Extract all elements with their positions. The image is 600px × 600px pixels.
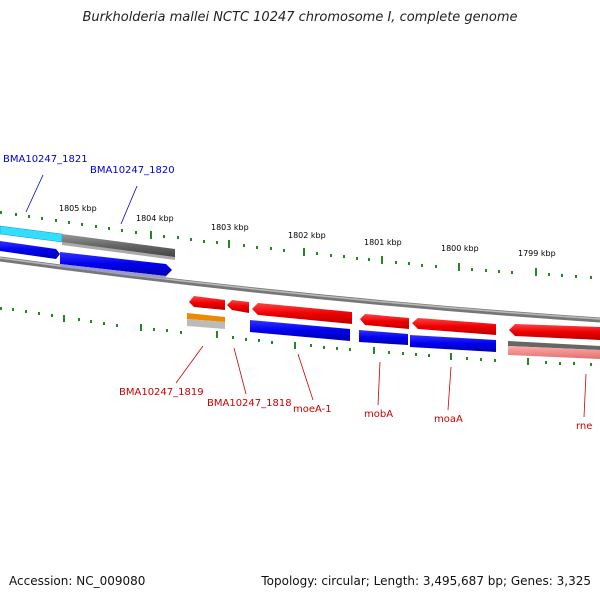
gene-label[interactable]: mobA (364, 409, 393, 420)
upper-scale-ticks (0, 211, 592, 279)
gene-bma10247-1819-red[interactable] (189, 296, 225, 310)
kbp-label: 1799 kbp (518, 249, 556, 258)
gene-label[interactable]: moaA (434, 414, 463, 425)
kbp-label: 1802 kbp (288, 231, 326, 240)
kbp-label: 1800 kbp (441, 244, 479, 253)
gene-bma10247-1821[interactable] (0, 241, 60, 259)
kbp-label: 1801 kbp (364, 238, 402, 247)
gene-rne-pink[interactable] (508, 346, 600, 359)
gene-moaa[interactable] (412, 318, 496, 335)
gene-bma10247-1818-red[interactable] (227, 300, 249, 313)
gene-bma10247-1820[interactable] (62, 234, 175, 257)
lower-scale-ticks (0, 307, 592, 366)
genome-backbone (0, 256, 600, 323)
gene-forward-lower-1[interactable] (250, 320, 350, 341)
gene-rne[interactable] (509, 324, 600, 340)
gene-label[interactable]: BMA10247_1818 (207, 398, 292, 409)
gene-forward-lower-3[interactable] (410, 335, 496, 352)
gene-forward-lower-2[interactable] (359, 330, 408, 345)
gene-label[interactable]: rne (576, 421, 592, 432)
gene-moba[interactable] (360, 314, 409, 329)
kbp-label: 1804 kbp (136, 214, 174, 223)
genome-summary: Topology: circular; Length: 3,495,687 bp… (261, 574, 591, 588)
map-title: Burkholderia mallei NCTC 10247 chromosom… (82, 10, 518, 25)
gene-label[interactable]: BMA10247_1821 (3, 154, 88, 165)
gene-moea-1[interactable] (252, 303, 352, 324)
gene-rne-gray[interactable] (508, 341, 600, 350)
kbp-label: 1805 kbp (59, 204, 97, 213)
gene-rna-cyan[interactable] (0, 225, 63, 243)
gene-forward-long[interactable] (60, 252, 172, 276)
gene-label[interactable]: BMA10247_1820 (90, 165, 175, 176)
kbp-label: 1803 kbp (211, 223, 249, 232)
gene-label[interactable]: BMA10247_1819 (119, 387, 204, 398)
accession-text: Accession: NC_009080 (9, 574, 146, 588)
gene-label[interactable]: moeA-1 (293, 404, 332, 415)
